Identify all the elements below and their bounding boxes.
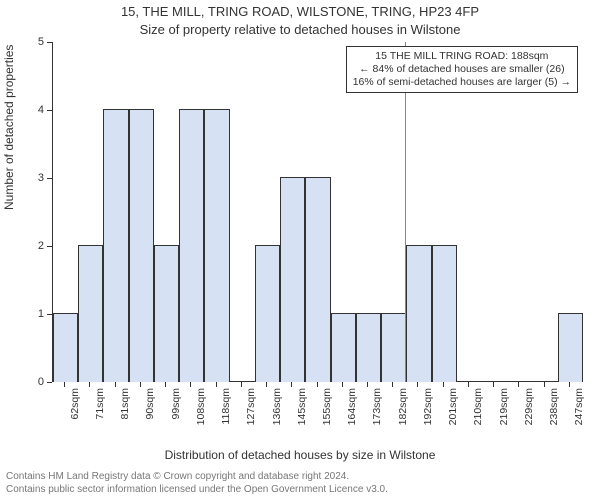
- y-tick-label: 3: [38, 172, 44, 184]
- x-tick-label: 192sqm: [422, 388, 434, 425]
- callout-box: 15 THE MILL TRING ROAD: 188sqm← 84% of d…: [346, 46, 578, 93]
- y-tick-mark: [47, 314, 52, 315]
- x-axis-label: Distribution of detached houses by size …: [0, 448, 600, 462]
- y-tick-label: 2: [38, 240, 44, 252]
- x-tick-label: 164sqm: [346, 388, 358, 425]
- x-tick-mark: [216, 382, 217, 387]
- x-tick-label: 182sqm: [397, 388, 409, 425]
- x-tick-label: 71sqm: [94, 388, 106, 420]
- y-tick-label: 5: [38, 36, 44, 48]
- y-tick-mark: [47, 178, 52, 179]
- bar: [331, 313, 356, 382]
- bar: [154, 245, 179, 382]
- chart-container: 15, THE MILL, TRING ROAD, WILSTONE, TRIN…: [0, 0, 600, 500]
- x-tick-mark: [64, 382, 65, 387]
- x-tick-mark: [392, 382, 393, 387]
- y-tick-mark: [47, 382, 52, 383]
- callout-line-2: ← 84% of detached houses are smaller (26…: [353, 63, 571, 76]
- bar: [432, 245, 457, 382]
- x-tick-mark: [291, 382, 292, 387]
- y-tick-label: 1: [38, 308, 44, 320]
- y-tick-mark: [47, 110, 52, 111]
- bar: [255, 245, 280, 382]
- bar: [280, 177, 305, 382]
- x-tick-mark: [140, 382, 141, 387]
- x-tick-label: 136sqm: [271, 388, 283, 425]
- x-tick-label: 155sqm: [321, 388, 333, 425]
- x-tick-label: 210sqm: [472, 388, 484, 425]
- x-tick-label: 90sqm: [144, 388, 156, 420]
- x-tick-mark: [241, 382, 242, 387]
- x-tick-mark: [165, 382, 166, 387]
- x-tick-mark: [518, 382, 519, 387]
- x-tick-label: 238sqm: [548, 388, 560, 425]
- footer-line-2: Contains public sector information licen…: [6, 484, 388, 497]
- x-tick-label: 81sqm: [119, 388, 131, 420]
- x-tick-mark: [468, 382, 469, 387]
- x-tick-mark: [342, 382, 343, 387]
- x-tick-label: 127sqm: [245, 388, 257, 425]
- x-tick-label: 62sqm: [69, 388, 81, 420]
- bar: [381, 313, 406, 382]
- bar: [129, 109, 154, 382]
- bar: [356, 313, 381, 382]
- plot-area: 01234562sqm71sqm81sqm90sqm99sqm108sqm118…: [52, 42, 582, 382]
- y-tick-label: 0: [38, 376, 44, 388]
- bar: [179, 109, 204, 382]
- x-tick-label: 173sqm: [371, 388, 383, 425]
- x-tick-mark: [569, 382, 570, 387]
- x-tick-mark: [417, 382, 418, 387]
- x-tick-label: 229sqm: [523, 388, 535, 425]
- x-tick-mark: [266, 382, 267, 387]
- callout-line-1: 15 THE MILL TRING ROAD: 188sqm: [353, 50, 571, 63]
- x-tick-label: 108sqm: [195, 388, 207, 425]
- chart-title-address: 15, THE MILL, TRING ROAD, WILSTONE, TRIN…: [0, 4, 600, 19]
- y-tick-label: 4: [38, 104, 44, 116]
- bar: [103, 109, 128, 382]
- x-tick-mark: [443, 382, 444, 387]
- bar: [204, 109, 229, 382]
- y-tick-mark: [47, 42, 52, 43]
- x-tick-mark: [190, 382, 191, 387]
- x-tick-mark: [89, 382, 90, 387]
- bar: [558, 313, 583, 382]
- y-axis-label: Number of detached properties: [2, 45, 16, 210]
- bar: [78, 245, 103, 382]
- bar: [406, 245, 431, 382]
- callout-line-3: 16% of semi-detached houses are larger (…: [353, 76, 571, 89]
- y-tick-mark: [47, 246, 52, 247]
- chart-title-subtitle: Size of property relative to detached ho…: [0, 22, 600, 37]
- bar: [53, 313, 78, 382]
- x-tick-mark: [115, 382, 116, 387]
- x-tick-label: 219sqm: [498, 388, 510, 425]
- x-tick-mark: [493, 382, 494, 387]
- bar: [305, 177, 330, 382]
- footer-attribution: Contains HM Land Registry data © Crown c…: [6, 471, 388, 496]
- x-tick-mark: [544, 382, 545, 387]
- x-tick-label: 99sqm: [170, 388, 182, 420]
- x-tick-mark: [367, 382, 368, 387]
- x-tick-label: 247sqm: [573, 388, 585, 425]
- footer-line-1: Contains HM Land Registry data © Crown c…: [6, 471, 388, 484]
- x-tick-label: 201sqm: [447, 388, 459, 425]
- x-tick-label: 118sqm: [220, 388, 232, 425]
- x-tick-mark: [317, 382, 318, 387]
- x-tick-label: 145sqm: [296, 388, 308, 425]
